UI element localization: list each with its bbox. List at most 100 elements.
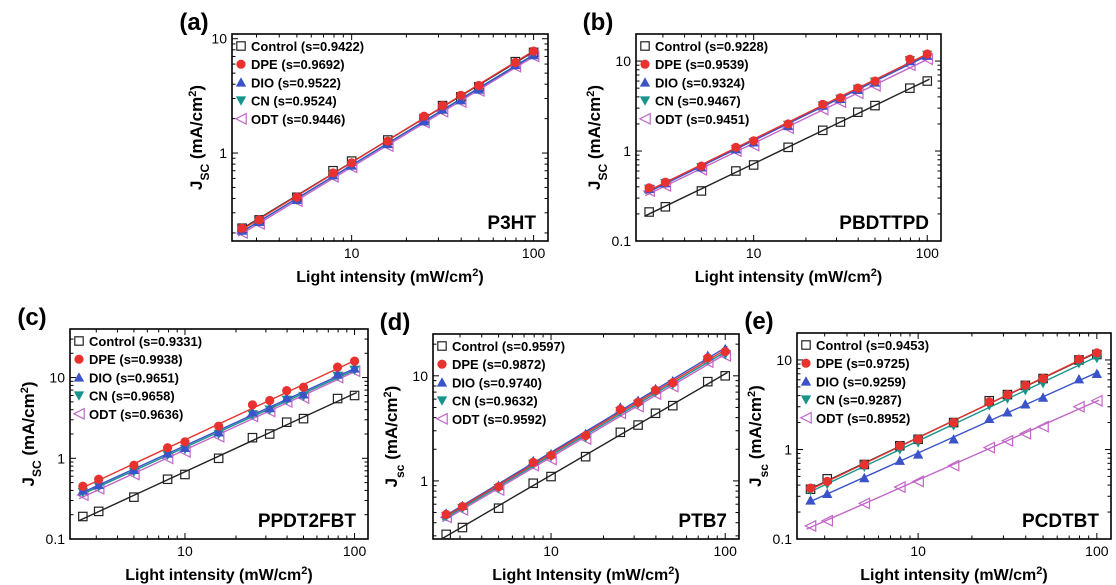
legend-entry-control: Control (s=0.9228) bbox=[655, 39, 768, 54]
data-point bbox=[349, 356, 360, 366]
data-point bbox=[328, 168, 338, 178]
series-control bbox=[644, 76, 933, 217]
legend-entry-odt: ODT (s=0.8952) bbox=[816, 411, 910, 426]
legend: Control (s=0.9228) DPE (s=0.9539) DIO (s=0… bbox=[638, 39, 768, 127]
data-point bbox=[696, 186, 707, 196]
legend: Control (s=0.9597) DPE (s=0.9872) DIO (s=0… bbox=[435, 339, 565, 427]
data-point bbox=[783, 142, 793, 153]
x-tick-label: 100 bbox=[714, 543, 738, 559]
data-point bbox=[982, 441, 996, 454]
data-point bbox=[349, 363, 360, 373]
data-point bbox=[1018, 427, 1032, 440]
data-point bbox=[731, 166, 741, 176]
legend-entry-dio: DIO (s=0.9740) bbox=[452, 375, 542, 390]
legend-marker-odt bbox=[435, 412, 448, 425]
legend-entry-cn: CN (s=0.9524) bbox=[251, 94, 337, 109]
data-point bbox=[247, 432, 258, 443]
data-point bbox=[870, 76, 880, 86]
data-point bbox=[720, 371, 731, 381]
series-dpe bbox=[441, 347, 730, 520]
data-point bbox=[853, 83, 863, 93]
data-point bbox=[546, 471, 556, 482]
data-point bbox=[457, 501, 468, 512]
data-point bbox=[546, 450, 556, 460]
data-point bbox=[298, 389, 309, 399]
data-point bbox=[254, 215, 264, 225]
data-point bbox=[703, 353, 713, 363]
data-point bbox=[581, 430, 591, 441]
legend-marker-cn bbox=[73, 391, 85, 401]
legend-marker-dpe bbox=[236, 59, 246, 69]
y-tick-label: 10 bbox=[211, 31, 227, 47]
y-tick-label: 1 bbox=[420, 473, 428, 489]
y-tick-label: 1 bbox=[784, 441, 792, 457]
legend-marker-dpe bbox=[437, 359, 447, 369]
data-point bbox=[247, 407, 258, 417]
data-point bbox=[749, 136, 759, 146]
legend-entry-cn: CN (s=0.9287) bbox=[816, 393, 902, 408]
legend-marker-dio bbox=[436, 377, 448, 387]
legend-entry-dio: DIO (s=0.9522) bbox=[251, 75, 341, 90]
x-tick-label: 10 bbox=[177, 543, 193, 559]
data-point bbox=[292, 192, 302, 202]
data-point bbox=[805, 495, 816, 505]
data-point bbox=[1000, 434, 1014, 447]
series-dpe bbox=[644, 49, 932, 193]
series-odt bbox=[803, 394, 1103, 533]
series-dpe bbox=[237, 46, 539, 233]
legend-entry-odt: ODT (s=0.9636) bbox=[89, 407, 183, 422]
data-point bbox=[1020, 380, 1030, 390]
data-point bbox=[1020, 399, 1031, 409]
legend-entry-dpe: DPE (s=0.9938) bbox=[89, 352, 183, 367]
data-point bbox=[984, 413, 995, 424]
material-label: PBDTTPD bbox=[839, 213, 929, 234]
legend-entry-odt: ODT (s=0.9451) bbox=[655, 112, 749, 127]
panel-label: (b) bbox=[583, 9, 614, 36]
panel-label: (e) bbox=[744, 308, 773, 335]
data-point bbox=[667, 400, 678, 411]
data-point bbox=[1090, 394, 1103, 407]
data-point bbox=[1037, 392, 1049, 402]
data-point bbox=[870, 100, 880, 111]
data-point bbox=[383, 136, 393, 146]
data-point bbox=[265, 395, 275, 406]
series-control bbox=[78, 390, 360, 522]
data-point bbox=[720, 347, 730, 357]
panel-d: 10 100 1 10 Control (s=0.9597) DPE (s=0.9872)… bbox=[380, 309, 740, 584]
data-point bbox=[281, 417, 292, 428]
data-point bbox=[948, 434, 959, 444]
data-point bbox=[1002, 407, 1013, 417]
legend-entry-dio: DIO (s=0.9259) bbox=[816, 374, 906, 389]
data-point bbox=[298, 382, 309, 392]
data-point bbox=[78, 481, 88, 491]
data-point bbox=[817, 125, 828, 136]
data-point bbox=[633, 397, 643, 407]
x-tick-label: 100 bbox=[522, 245, 546, 261]
legend-entry-dpe: DPE (s=0.9872) bbox=[452, 357, 546, 372]
y-axis-label: JSC (mA/cm2) bbox=[585, 85, 610, 190]
data-point bbox=[264, 402, 275, 413]
x-axis-label: Light intensity (mW/cm2) bbox=[860, 565, 1047, 584]
data-point bbox=[947, 459, 960, 472]
y-axis-label: Jsc (mA/cm2) bbox=[746, 385, 771, 487]
data-point bbox=[282, 385, 292, 396]
data-point bbox=[912, 449, 924, 459]
data-point bbox=[474, 80, 484, 91]
material-label: PPDT2FBT bbox=[258, 511, 357, 532]
x-tick-label: 100 bbox=[343, 543, 367, 559]
data-point bbox=[237, 223, 247, 233]
x-axis-label: Light intensity (mW/cm2) bbox=[296, 267, 483, 286]
legend: Control (s=0.9453) DPE (s=0.9725) DIO (s=0… bbox=[799, 338, 929, 426]
x-tick-label: 10 bbox=[344, 245, 360, 261]
data-point bbox=[349, 390, 360, 401]
y-axis-label: Jsc (mA/cm2) bbox=[382, 386, 407, 488]
data-point bbox=[905, 83, 915, 93]
legend-marker-dio bbox=[800, 376, 812, 386]
y-tick-label: 1 bbox=[219, 145, 227, 161]
data-point bbox=[1074, 354, 1084, 364]
data-point bbox=[857, 497, 871, 510]
data-point bbox=[859, 459, 869, 470]
y-tick-label: 0.1 bbox=[46, 531, 66, 547]
legend-entry-control: Control (s=0.9597) bbox=[452, 339, 565, 354]
